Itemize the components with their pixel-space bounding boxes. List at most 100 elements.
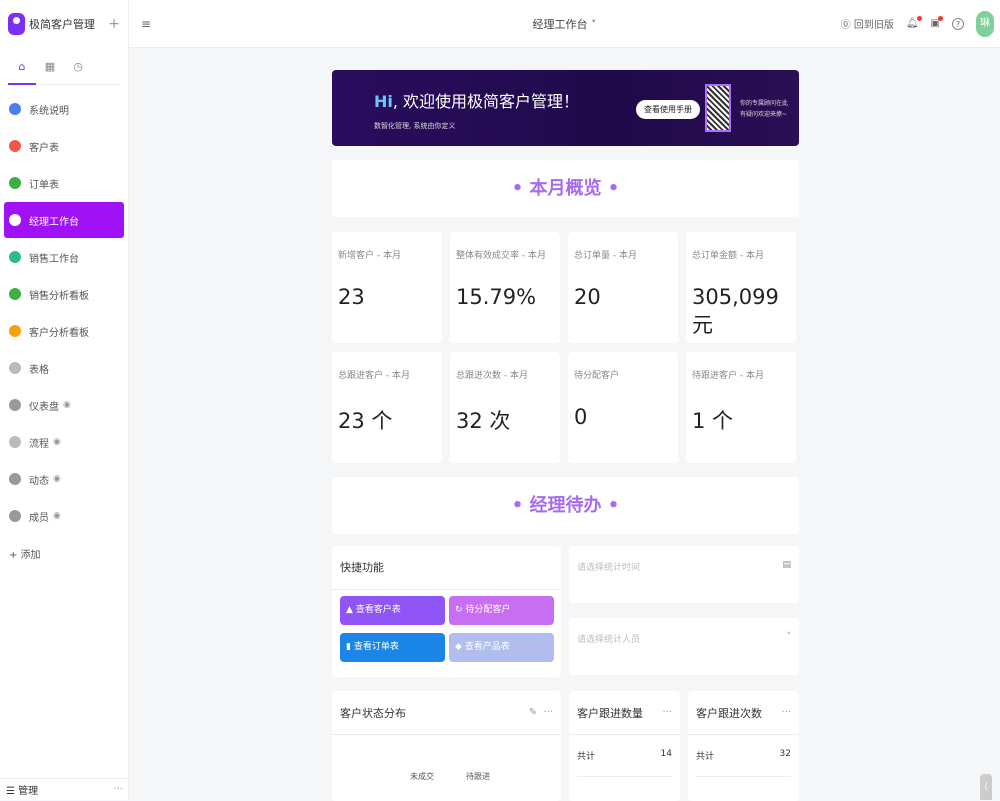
stat-card: 总跟进次数 - 本月 32 次 <box>450 352 560 463</box>
hidden-eye-icon: ◉ <box>53 474 61 484</box>
welcome-banner: Hi, 欢迎使用极简客户管理！ 数智化管理, 系统由你定义 查看使用手册 你的专… <box>332 70 799 146</box>
quick-actions-title: 快捷功能 <box>332 546 561 590</box>
sidebar: 极简客户管理 + ⌂ ▦ ◷ 系统说明客户表订单表经理工作台销售工作台销售分析看… <box>0 0 129 800</box>
stat-label: 总跟进客户 - 本月 <box>338 371 410 381</box>
sidebar-item[interactable]: 系统说明 <box>4 91 124 127</box>
sidebar-item[interactable]: 流程 ◉ <box>4 424 124 460</box>
total-value: 14 <box>660 749 672 759</box>
stat-value: 23 个 <box>338 409 393 433</box>
more-icon[interactable]: ··· <box>662 707 672 718</box>
bell-icon[interactable]: 🔔︎ <box>906 16 922 29</box>
stat-card: 总订单金额 - 本月 305,099 元 <box>686 232 796 343</box>
stat-time-picker[interactable]: 请选择统计时间 ▤ <box>569 546 799 603</box>
stat-value: 305,099 元 <box>692 285 779 337</box>
sidebar-item[interactable]: 销售工作台 <box>4 239 124 275</box>
banner-title: , 欢迎使用极简客户管理！ <box>392 92 580 111</box>
stat-label: 总跟进次数 - 本月 <box>456 371 528 381</box>
stat-card: 新增客户 - 本月 23 <box>332 232 442 343</box>
panel-title: 客户状态分布 <box>340 706 406 720</box>
quick-action-button[interactable]: ◆ 查看产品表 <box>449 633 554 662</box>
stat-card: 待分配客户 0 <box>568 352 678 463</box>
sidebar-item-label: 客户分析看板 <box>29 327 89 339</box>
edit-icon[interactable]: ✎ <box>528 707 538 718</box>
sidebar-item[interactable]: 动态 ◉ <box>4 461 124 497</box>
stat-value: 0 <box>574 405 588 429</box>
chevron-down-icon: ˅ <box>786 632 792 642</box>
help-icon[interactable]: ? <box>952 17 964 30</box>
qr-code <box>705 84 731 132</box>
menu-item-icon <box>9 325 21 337</box>
hidden-eye-icon: ◉ <box>53 511 61 521</box>
stat-card: 整体有效成交率 - 本月 15.79% <box>450 232 560 343</box>
avatar[interactable]: 琳 <box>976 10 994 37</box>
stat-label: 总订单金额 - 本月 <box>692 251 764 261</box>
more-icon[interactable]: ··· <box>781 707 791 718</box>
sidebar-item-label: 仪表盘 <box>29 401 59 413</box>
more-icon[interactable]: ··· <box>113 784 123 795</box>
add-app-button[interactable]: + <box>108 16 120 32</box>
stat-value: 20 <box>574 285 601 309</box>
menu-item-icon <box>9 251 21 263</box>
sidebar-item-label: 成员 <box>29 512 49 524</box>
menu-item-icon <box>9 362 21 374</box>
quick-actions-panel: 快捷功能 ▲ 查看客户表 ↻ 待分配客户 ▮ 查看订单表 ◆ 查看产品表 <box>332 546 561 677</box>
menu-item-icon <box>9 103 21 115</box>
stat-person-select[interactable]: 请选择统计人员 ˅ <box>569 618 799 675</box>
sidebar-item[interactable]: 成员 ◉ <box>4 498 124 534</box>
sidebar-item-label: 销售工作台 <box>29 253 79 265</box>
sidebar-item[interactable]: 销售分析看板 <box>4 276 124 312</box>
quick-action-button[interactable]: ▲ 查看客户表 <box>340 596 445 625</box>
sidebar-item-label: 系统说明 <box>29 105 69 117</box>
home-icon[interactable]: ⌂ <box>8 48 36 85</box>
total-label: 共计 <box>577 752 596 762</box>
menu-item-icon <box>9 214 21 226</box>
sidebar-item[interactable]: 订单表 <box>4 165 124 201</box>
stat-value: 23 <box>338 285 365 309</box>
hidden-eye-icon: ◉ <box>53 437 61 447</box>
sidebar-item[interactable]: 仪表盘 ◉ <box>4 387 124 423</box>
stat-label: 待跟进客户 - 本月 <box>692 371 764 381</box>
sidebar-item[interactable]: 表格 <box>4 350 124 386</box>
app-logo: 极简客户管理 + <box>0 0 128 48</box>
total-label: 共计 <box>696 752 715 762</box>
panel-title: 客户跟进数量 <box>577 706 643 720</box>
collapse-handle[interactable]: ⟨ <box>980 774 992 800</box>
main-content: Hi, 欢迎使用极简客户管理！ 数智化管理, 系统由你定义 查看使用手册 你的专… <box>332 70 799 801</box>
menu-icon[interactable]: ≡ <box>141 16 152 31</box>
inbox-icon[interactable]: ▣ <box>931 16 943 29</box>
user-manual-button[interactable]: 查看使用手册 <box>636 100 700 119</box>
sidebar-item[interactable]: 客户表 <box>4 128 124 164</box>
stat-value: 1 个 <box>692 409 734 433</box>
clock-icon[interactable]: ◷ <box>73 59 83 73</box>
sidebar-item-label: 表格 <box>29 364 49 376</box>
stat-label: 整体有效成交率 - 本月 <box>456 251 546 261</box>
banner-hi: Hi <box>374 92 393 111</box>
sidebar-tabs: ⌂ ▦ ◷ <box>8 48 120 85</box>
app-logo-icon <box>8 13 25 35</box>
quick-action-button[interactable]: ↻ 待分配客户 <box>449 596 554 625</box>
add-item-button[interactable]: + 添加 <box>9 549 41 561</box>
quick-action-button[interactable]: ▮ 查看订单表 <box>340 633 445 662</box>
follow-count-panel: 客户跟进数量 ··· 共计 14 <box>569 691 680 801</box>
person-placeholder: 请选择统计人员 <box>577 635 641 645</box>
stat-card: 总跟进客户 - 本月 23 个 <box>332 352 442 463</box>
sidebar-item-label: 订单表 <box>29 179 59 191</box>
stat-label: 待分配客户 <box>574 371 620 381</box>
grid-icon[interactable]: ▦ <box>44 59 56 73</box>
qr-text: 你的专属顾问在此 <box>740 100 789 107</box>
tree-node: 待跟进 <box>466 772 490 781</box>
sidebar-item-label: 流程 <box>29 438 49 450</box>
menu-item-icon <box>9 399 21 411</box>
hidden-eye-icon: ◉ <box>63 400 71 410</box>
panel-title: 客户跟进次数 <box>696 706 762 720</box>
manage-button[interactable]: ☰ 管理 ··· <box>0 778 129 800</box>
sidebar-item-label: 经理工作台 <box>29 216 79 228</box>
sidebar-item[interactable]: 客户分析看板 <box>4 313 124 349</box>
tree-node: 未成交 <box>410 772 434 781</box>
more-icon[interactable]: ··· <box>543 707 553 718</box>
time-placeholder: 请选择统计时间 <box>577 563 641 573</box>
calendar-icon: ▤ <box>782 560 791 570</box>
back-old-version-link[interactable]: ⓪ 回到旧版 <box>840 20 894 31</box>
page-title[interactable]: 经理工作台 ˅ <box>532 17 597 31</box>
sidebar-item[interactable]: 经理工作台 <box>4 202 124 238</box>
